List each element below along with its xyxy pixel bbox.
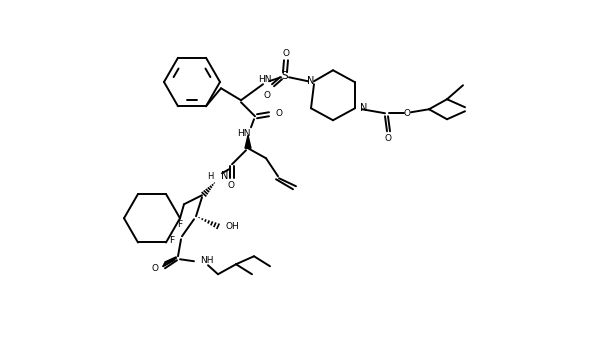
Text: O: O: [152, 264, 159, 273]
Text: N: N: [221, 171, 228, 181]
Text: S: S: [282, 71, 289, 81]
Text: OH: OH: [226, 222, 240, 231]
Polygon shape: [245, 135, 251, 148]
Text: O: O: [227, 181, 235, 190]
Text: F: F: [177, 220, 182, 229]
Text: O: O: [385, 134, 391, 143]
Text: HN: HN: [237, 129, 250, 138]
Text: O: O: [404, 109, 411, 118]
Text: F: F: [169, 236, 174, 245]
Text: NH: NH: [200, 256, 214, 265]
Text: O: O: [283, 49, 290, 58]
Text: O: O: [264, 91, 270, 100]
Text: O: O: [275, 109, 282, 118]
Text: H: H: [208, 172, 214, 181]
Text: HN: HN: [258, 75, 272, 84]
Text: N: N: [360, 103, 367, 113]
Text: N: N: [307, 76, 315, 86]
